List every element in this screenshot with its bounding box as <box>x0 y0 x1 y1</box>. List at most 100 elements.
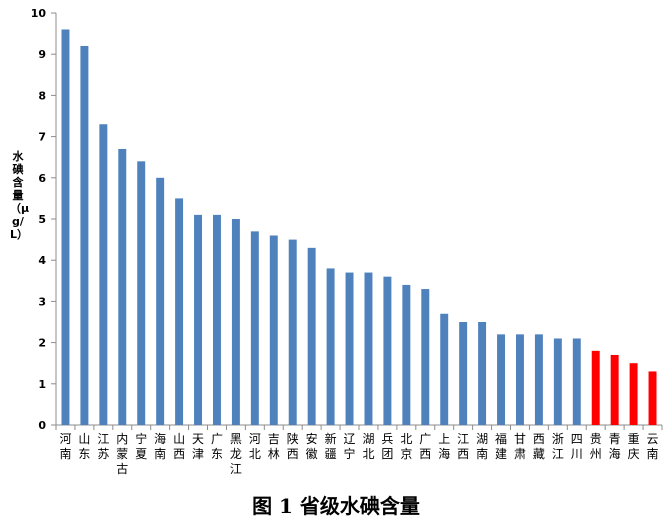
x-tick-label-char: 京 <box>400 447 412 461</box>
bar <box>610 354 619 425</box>
chart-title: 图 1 省级水碘含量 <box>252 494 420 518</box>
x-tick-label-char: 北 <box>249 447 261 461</box>
x-tick-label: 广西 <box>419 432 431 461</box>
x-tick-label: 河北 <box>249 432 261 461</box>
chart: 0 1 2 3 4 5 6 7 8 9 10 河南 山东 江苏 内蒙古 宁夏 海南 山西 天津 广东 黑龙江 河北 吉林 陕西… <box>31 7 663 476</box>
x-tick-label-char: 州 <box>590 447 602 461</box>
x-tick-label-char: 河 <box>249 432 261 446</box>
x-tick-label-char: 陕 <box>287 431 299 446</box>
x-tick-label-char: 黑 <box>230 432 242 446</box>
y-tick-label: 0 <box>38 419 46 432</box>
x-tick-label-char: 贵 <box>590 432 602 446</box>
x-tick-label: 安徽 <box>306 431 318 461</box>
x-tick-label: 海南 <box>154 431 166 461</box>
x-tick-label-char: 上 <box>438 432 450 446</box>
x-tick-label-char: 龙 <box>230 447 242 461</box>
bar <box>383 276 392 425</box>
bar <box>118 148 127 425</box>
x-tick-label: 天津 <box>192 432 204 461</box>
x-tick-label-char: 江 <box>230 462 242 476</box>
x-tick-label-char: 南 <box>647 446 659 461</box>
x-tick-label-char: 江 <box>97 432 109 446</box>
x-tick-label-char: 浙 <box>552 432 564 446</box>
bar <box>99 124 108 426</box>
x-tick-label: 宁夏 <box>135 431 147 461</box>
x-tick-label-char: 青 <box>609 432 621 446</box>
y-axis-label: 水碘含量（μg/L） <box>10 150 30 241</box>
x-tick-label-char: 广 <box>419 432 431 446</box>
bar <box>307 247 316 425</box>
x-tick-label-char: 海 <box>438 446 450 461</box>
x-tick-label: 新疆 <box>325 431 337 461</box>
x-tick-label-char: 肃 <box>514 447 526 461</box>
y-tick-label: 8 <box>38 89 46 102</box>
bar <box>326 268 335 425</box>
x-tick-label: 四川 <box>571 432 583 461</box>
x-tick-label: 吉林 <box>268 432 280 461</box>
x-tick-label-char: 兵 <box>381 432 393 446</box>
bar <box>497 334 506 425</box>
x-tick-label-char: 庆 <box>628 447 640 461</box>
bar <box>459 322 468 425</box>
x-tick-label-char: 川 <box>571 447 583 461</box>
bar <box>478 322 487 425</box>
x-tick-label-char: 夏 <box>135 447 147 461</box>
x-tick-label: 云南 <box>647 432 659 461</box>
x-tick-label-char: 宁 <box>344 446 356 461</box>
bar <box>553 338 562 425</box>
x-tick-label-char: 江 <box>457 432 469 446</box>
y-tick-label: 5 <box>38 213 46 226</box>
x-tick-label-char: 湖 <box>476 431 488 446</box>
x-tick-label-char: 徽 <box>306 446 318 461</box>
x-tick-label-char: 古 <box>116 461 128 476</box>
x-tick-label-char: 团 <box>381 447 393 461</box>
x-tick-label-char: 广 <box>211 432 223 446</box>
bar-chart: 012345678910河南山东江苏内蒙古宁夏海南山西天津广东黑龙江河北吉林陕西… <box>31 7 663 476</box>
x-tick-label-char: 林 <box>268 447 280 461</box>
x-tick-label-char: 福 <box>495 431 507 446</box>
bar <box>156 177 165 425</box>
bar <box>440 313 449 425</box>
bar <box>288 239 297 425</box>
x-tick-label-char: 西 <box>457 447 469 461</box>
x-tick-label: 甘肃 <box>514 432 526 461</box>
x-tick-label-char: 南 <box>476 446 488 461</box>
x-tick-label: 山东 <box>78 432 90 461</box>
x-tick-label-char: 四 <box>571 432 583 446</box>
x-tick-label: 辽宁 <box>344 432 356 461</box>
x-tick-label-char: 蒙 <box>116 447 128 461</box>
x-tick-label-char: 江 <box>552 447 564 461</box>
bar <box>137 161 146 425</box>
y-tick-label: 2 <box>38 337 46 350</box>
x-tick-label-char: 云 <box>647 432 659 446</box>
x-tick-label-char: 吉 <box>268 432 280 446</box>
bar <box>269 235 278 425</box>
x-tick-label-char: 东 <box>211 447 223 461</box>
x-tick-label-char: 苏 <box>97 447 109 461</box>
x-tick-label: 广东 <box>211 432 223 461</box>
bar <box>80 45 89 426</box>
x-tick-label: 山西 <box>173 432 185 461</box>
x-tick-label: 重庆 <box>628 432 640 461</box>
x-tick-label-char: 北 <box>362 447 374 461</box>
x-tick-label: 河南 <box>59 432 71 461</box>
x-tick-label-char: 西 <box>173 447 185 461</box>
x-tick-label-char: 湖 <box>362 431 374 446</box>
y-tick-label: 3 <box>38 295 46 308</box>
x-tick-label-char: 辽 <box>344 432 356 446</box>
x-tick-label-char: 新 <box>325 431 337 446</box>
x-tick-label-char: 东 <box>78 447 90 461</box>
x-tick-label-char: 津 <box>192 447 204 461</box>
x-tick-label: 福建 <box>495 431 507 461</box>
x-tick-label-char: 山 <box>78 432 90 446</box>
x-tick-label-char: 南 <box>59 446 71 461</box>
bar <box>364 272 373 425</box>
bar <box>175 198 184 425</box>
x-tick-label: 浙江 <box>552 432 564 461</box>
bar <box>534 334 543 425</box>
x-tick-label: 内蒙古 <box>116 432 128 476</box>
x-tick-label-char: 重 <box>628 432 640 446</box>
bar <box>345 272 354 425</box>
y-tick-label: 9 <box>38 48 46 61</box>
x-tick-label-char: 海 <box>154 431 166 446</box>
